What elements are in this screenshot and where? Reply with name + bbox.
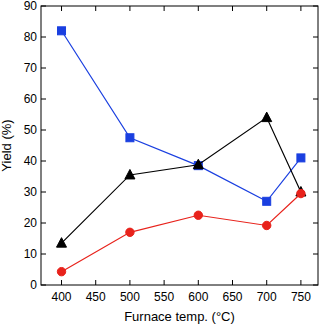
marker — [57, 238, 67, 248]
x-tick-label: 750 — [291, 290, 311, 304]
marker — [263, 197, 271, 205]
x-tick-label: 500 — [120, 290, 140, 304]
data-group — [57, 27, 306, 276]
marker — [58, 27, 66, 35]
x-tick-top — [95, 6, 96, 11]
x-tick — [164, 280, 165, 285]
y-tick-label: 10 — [24, 247, 38, 261]
y-tick-right — [313, 99, 318, 100]
y-tick-label: 20 — [24, 216, 38, 230]
plot-frame — [41, 6, 318, 285]
x-tick — [232, 280, 233, 285]
y-tick-label: 70 — [24, 61, 38, 75]
y-tick — [41, 68, 46, 69]
x-tick-label: 550 — [154, 290, 174, 304]
marker — [126, 134, 134, 142]
y-tick-right — [313, 161, 318, 162]
x-tick-top — [129, 6, 130, 11]
x-axis-label: Furnace temp. (°C) — [124, 309, 235, 324]
marker — [125, 169, 135, 179]
y-tick-label: 80 — [24, 30, 38, 44]
y-axis-label: Yield (%) — [0, 119, 14, 171]
marker — [193, 159, 203, 169]
x-tick-top — [266, 6, 267, 11]
x-tick-top — [300, 6, 301, 11]
y-tick-label: 40 — [24, 154, 38, 168]
x-tick-label: 400 — [52, 290, 72, 304]
x-tick — [95, 280, 96, 285]
y-tick-right — [313, 37, 318, 38]
marker — [297, 154, 305, 162]
marker — [57, 267, 65, 275]
chart: 400 450 500 550 600 650 700 750 0 10 20 30 40 50 60 70 8… — [0, 0, 321, 329]
x-tick — [300, 280, 301, 285]
x-tick — [129, 280, 130, 285]
marker — [297, 189, 305, 197]
y-tick — [41, 130, 46, 131]
y-tick — [41, 223, 46, 224]
y-tick-right — [313, 254, 318, 255]
y-tick-right — [313, 192, 318, 193]
y-tick-label: 60 — [24, 92, 38, 106]
x-tick-label: 450 — [86, 290, 106, 304]
x-tick-top — [198, 6, 199, 11]
x-tick-top — [232, 6, 233, 11]
x-tick-label: 700 — [257, 290, 277, 304]
x-tick-top — [61, 6, 62, 11]
x-tick — [198, 280, 199, 285]
x-tick — [61, 280, 62, 285]
marker — [126, 228, 134, 236]
series-line — [62, 118, 301, 244]
y-tick — [41, 254, 46, 255]
y-tick — [41, 99, 46, 100]
marker — [194, 211, 202, 219]
series-line — [62, 31, 301, 202]
x-tick-label: 600 — [188, 290, 208, 304]
y-tick — [41, 161, 46, 162]
y-tick-right — [313, 223, 318, 224]
y-tick — [41, 37, 46, 38]
marker — [263, 221, 271, 229]
marker — [262, 112, 272, 122]
y-tick-label: 50 — [24, 123, 38, 137]
x-tick-top — [164, 6, 165, 11]
y-tick-label: 90 — [24, 0, 38, 13]
y-tick-right — [313, 68, 318, 69]
series-line — [62, 194, 301, 272]
y-tick — [41, 192, 46, 193]
y-tick-label: 0 — [30, 278, 37, 292]
y-tick-right — [313, 130, 318, 131]
y-tick-label: 30 — [24, 185, 38, 199]
x-tick — [266, 280, 267, 285]
x-tick-label: 650 — [222, 290, 242, 304]
